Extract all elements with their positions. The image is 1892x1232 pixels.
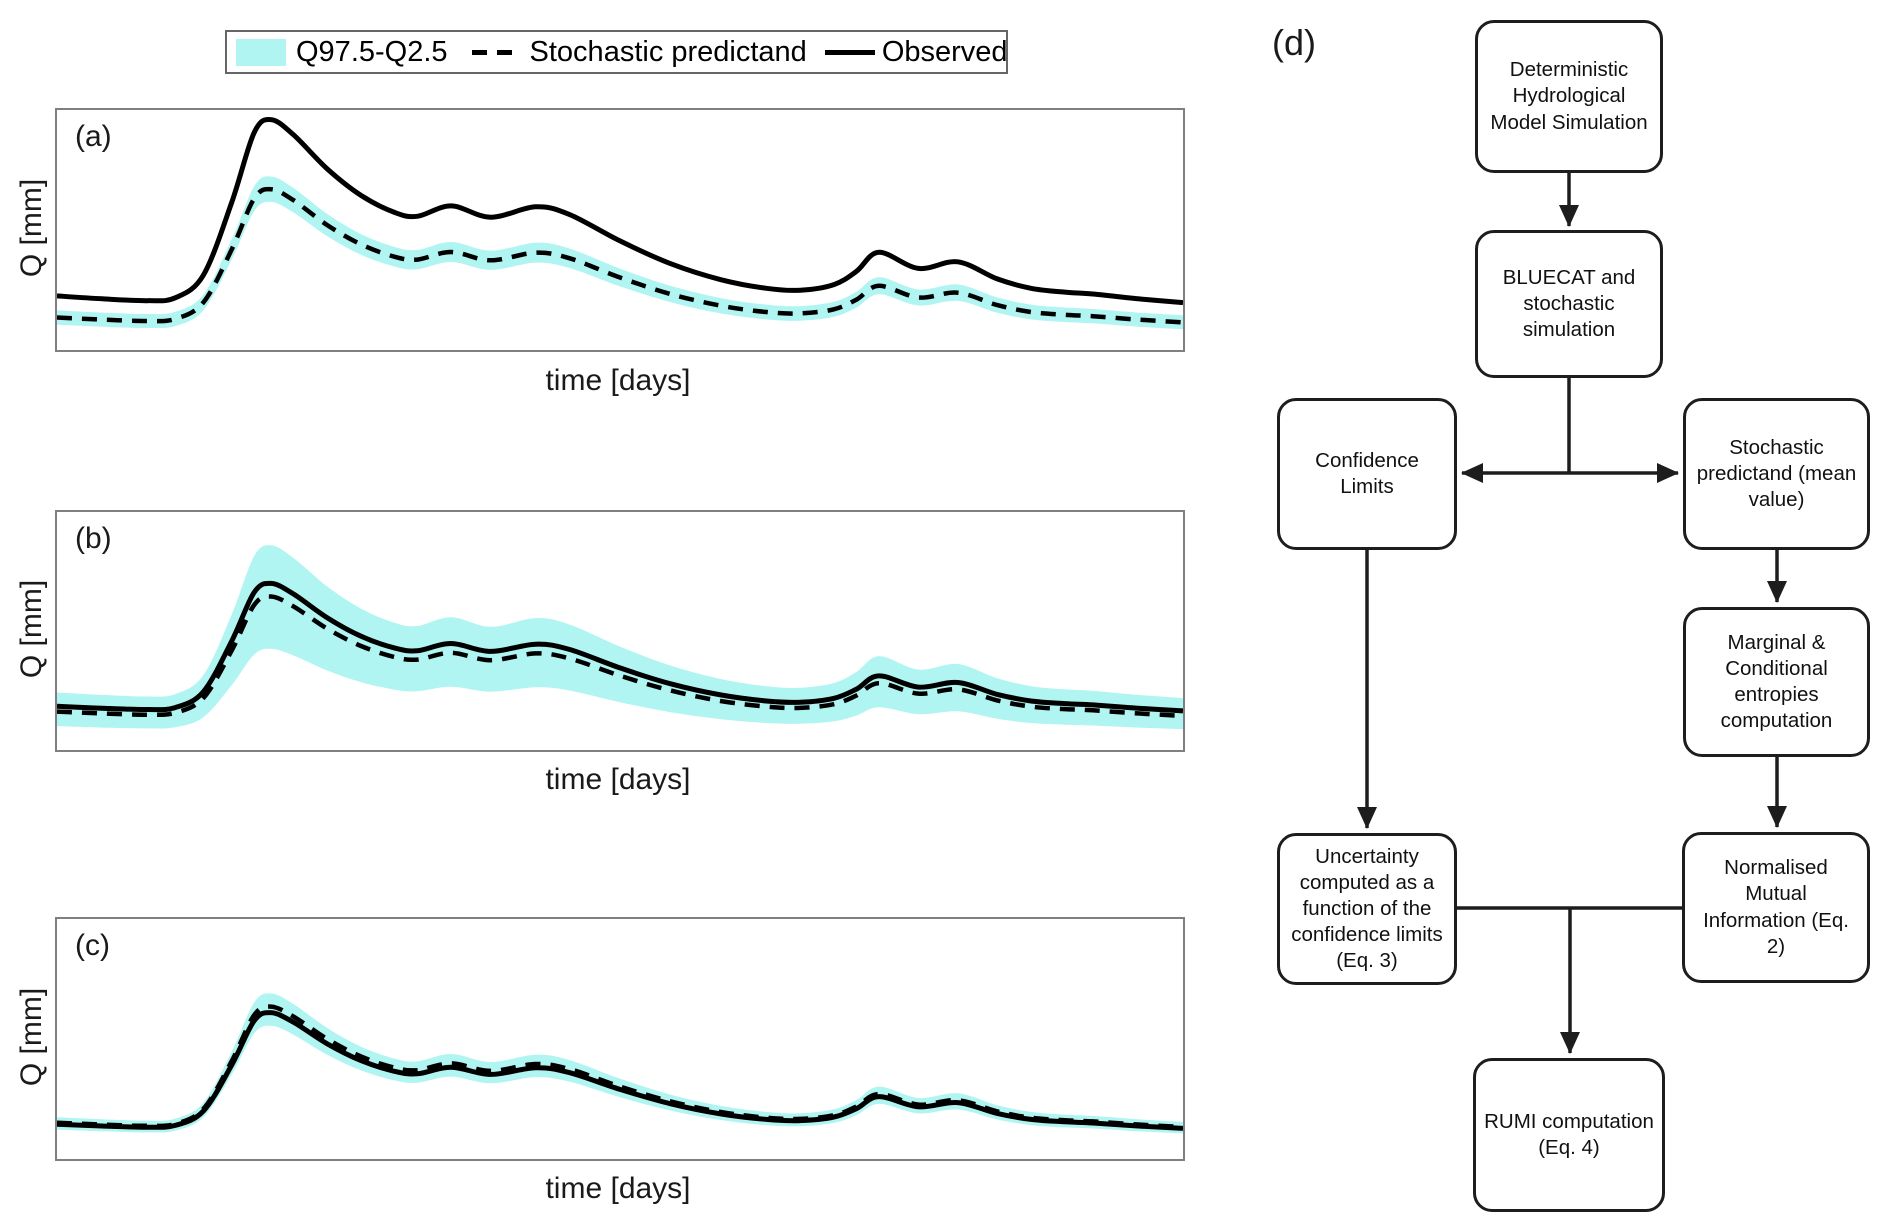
panel-a-y-axis-label: Q [mm] [15, 178, 48, 278]
observed-line [57, 580, 1183, 714]
panel-b-label: (b) [75, 522, 112, 555]
uncertainty-band [57, 545, 1183, 730]
node-confidence-limits: Confidence Limits [1277, 398, 1457, 550]
legend-label-stochastic: Stochastic predictand [529, 35, 807, 68]
panel-b-x-axis-label: time [days] [545, 763, 691, 796]
uncertainty-band [57, 176, 1183, 330]
panel-c-label: (c) [75, 929, 110, 962]
solid-line-icon [824, 49, 875, 55]
panel-c-y-axis-label: Q [mm] [15, 987, 48, 1087]
node-entropies-computation: Marginal & Conditional entropies computa… [1683, 607, 1870, 757]
panel-a-x-axis-label: time [days] [545, 364, 691, 397]
flowchart-panel-label: (d) [1272, 22, 1316, 63]
observed-line [57, 117, 1183, 306]
band-swatch-icon [236, 38, 286, 66]
node-rumi-computation: RUMI computation (Eq. 4) [1473, 1058, 1665, 1212]
panel-a-chart [57, 117, 1183, 330]
panel-b: (b) [55, 510, 1185, 752]
node-bluecat: BLUECAT and stochastic simulation [1475, 230, 1663, 378]
panel-b-y-axis-label: Q [mm] [15, 579, 48, 679]
node-uncertainty: Uncertainty computed as a function of th… [1277, 833, 1457, 985]
panel-b-chart [57, 545, 1183, 730]
panel-c: (c) [55, 917, 1185, 1161]
node-stochastic-predictand: Stochastic predictand (mean value) [1683, 398, 1870, 550]
node-normalised-mutual-information: Normalised Mutual Information (Eq. 2) [1682, 832, 1870, 983]
panel-c-chart [57, 993, 1183, 1134]
dashed-line-icon [471, 49, 518, 55]
stochastic-predictand-line [57, 1004, 1183, 1130]
panel-a-label: (a) [75, 120, 112, 153]
legend: Q97.5-Q2.5 Stochastic predictand Observe… [225, 30, 1008, 74]
stochastic-predictand-line [57, 186, 1183, 325]
uncertainty-band [57, 993, 1183, 1134]
legend-label-observed: Observed [881, 35, 1008, 68]
panel-c-x-axis-label: time [days] [545, 1172, 691, 1205]
panel-a: (a) [55, 108, 1185, 352]
node-deterministic-model: Deterministic Hydrological Model Simulat… [1475, 20, 1663, 173]
legend-label-band: Q97.5-Q2.5 [296, 35, 448, 68]
